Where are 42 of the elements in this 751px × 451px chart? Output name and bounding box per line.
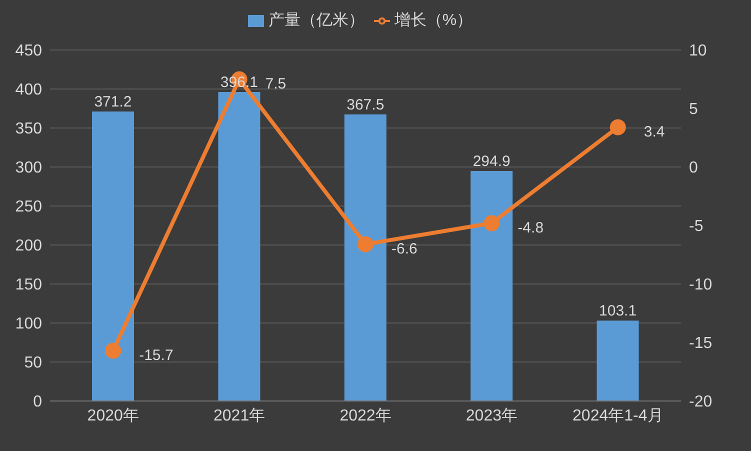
bar [344,114,386,401]
bar [470,170,513,401]
y-tick-label: 350 [15,120,42,138]
y2-tick-label: -15 [689,335,712,352]
legend-label: 产量（亿米） [268,12,364,29]
y2-tick-label: 10 [689,42,707,60]
y-tick-label: 300 [15,160,42,177]
y2-tick-label: -5 [689,218,704,236]
y-tick-label: 200 [15,238,42,255]
y-tick-label: 150 [15,276,42,294]
y2-tick-label: 0 [689,160,698,177]
x-tick-label: 2021年 [214,407,266,424]
y-tick-label: 100 [15,316,42,333]
y2-tick-label: 5 [689,101,698,118]
point [484,215,500,232]
data-label: 367.5 [346,96,384,114]
data-label: -15.7 [139,347,174,364]
y2-tick-label: -10 [689,276,712,294]
bar [92,111,134,401]
y-tick-label: 50 [24,354,42,372]
data-label: 7.5 [265,76,286,93]
point [610,119,626,136]
bar [218,92,260,401]
x-tick-label: 2024年1-4月 [572,407,664,424]
point [358,236,374,252]
bar [596,320,639,401]
data-label: 3.4 [644,124,665,141]
y2-tick-label: -20 [689,394,712,411]
x-tick-label: 2022年 [340,407,392,424]
point [105,342,122,359]
y-tick-label: 0 [33,394,42,411]
x-tick-label: 2023年 [466,407,518,424]
x-tick-label: 2020年 [87,407,139,424]
legend-label: 增长（%） [394,12,473,29]
y-tick-label: 400 [15,82,42,99]
data-label: 103.1 [599,302,637,320]
y-tick-label: 250 [15,198,42,216]
data-label: -4.8 [518,219,544,236]
y-tick-label: 450 [15,42,42,60]
data-label: 371.2 [94,93,132,110]
data-label: 294.9 [472,152,510,170]
data-label: -6.6 [392,240,418,258]
